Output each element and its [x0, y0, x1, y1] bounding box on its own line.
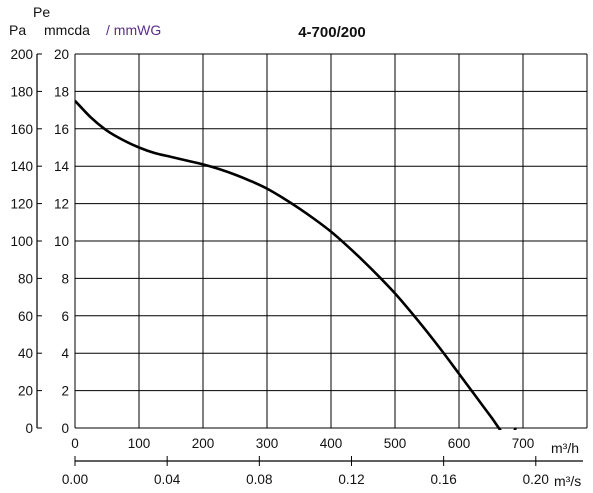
axes: 0204060801001201401601802000246810121416… — [10, 47, 583, 487]
x-tick-label-m3h: 0 — [71, 436, 79, 451]
x-tick-label-m3h: 700 — [512, 436, 535, 451]
x-tick-label-m3s: 0.04 — [154, 472, 181, 487]
x-tick-label-m3s: 0.20 — [523, 472, 549, 487]
y-unit-pa: Pa — [9, 22, 26, 38]
y-tick-label-pa: 40 — [18, 346, 33, 361]
y-tick-label-mmcda: 16 — [54, 122, 69, 137]
y-tick-label-pa: 0 — [25, 421, 33, 436]
y-tick-label-mmcda: 20 — [54, 47, 69, 62]
x-tick-label-m3s: 0.00 — [62, 472, 88, 487]
y-tick-label-pa: 160 — [10, 122, 33, 137]
y-tick-label-pa: 120 — [10, 197, 33, 212]
x-tick-label-m3h: 400 — [320, 436, 343, 451]
y-tick-label-mmcda: 0 — [61, 421, 69, 436]
series — [75, 99, 518, 430]
x-tick-label-m3s: 0.08 — [246, 472, 272, 487]
y-tick-label-pa: 80 — [18, 271, 33, 286]
y-tick-label-mmcda: 14 — [54, 159, 70, 174]
series-line-0 — [75, 99, 518, 430]
x-unit-m3h: m³/h — [551, 440, 579, 456]
y-tick-label-mmcda: 12 — [54, 197, 69, 212]
chart-title: 4-700/200 — [298, 24, 366, 41]
x-unit-m3s: m³/s — [554, 473, 581, 489]
x-tick-label-m3h: 300 — [256, 436, 279, 451]
y-tick-label-mmcda: 4 — [61, 346, 69, 361]
y-tick-label-mmcda: 6 — [61, 309, 69, 324]
x-tick-label-m3h: 500 — [384, 436, 407, 451]
y-tick-label-pa: 20 — [18, 384, 33, 399]
y-tick-label-mmcda: 2 — [61, 384, 69, 399]
y-tick-label-pa: 140 — [10, 159, 33, 174]
y-unit-mmwg: / mmWG — [106, 22, 161, 38]
x-tick-label-m3h: 200 — [192, 436, 215, 451]
y-tick-label-pa: 180 — [10, 84, 33, 99]
x-tick-label-m3h: 600 — [448, 436, 471, 451]
x-tick-label-m3s: 0.16 — [430, 472, 456, 487]
y-tick-label-pa: 200 — [10, 47, 33, 62]
grid — [74, 53, 588, 429]
x-tick-label-m3h: 100 — [128, 436, 151, 451]
y-tick-label-mmcda: 18 — [54, 84, 69, 99]
x-tick-label-m3s: 0.12 — [338, 472, 364, 487]
y-axis-label: Pe — [33, 4, 50, 20]
y-tick-label-pa: 100 — [10, 234, 33, 249]
y-tick-label-mmcda: 10 — [54, 234, 69, 249]
y-unit-mmcda: mmcda — [44, 22, 90, 38]
y-tick-label-pa: 60 — [18, 309, 33, 324]
y-tick-label-mmcda: 8 — [61, 271, 69, 286]
